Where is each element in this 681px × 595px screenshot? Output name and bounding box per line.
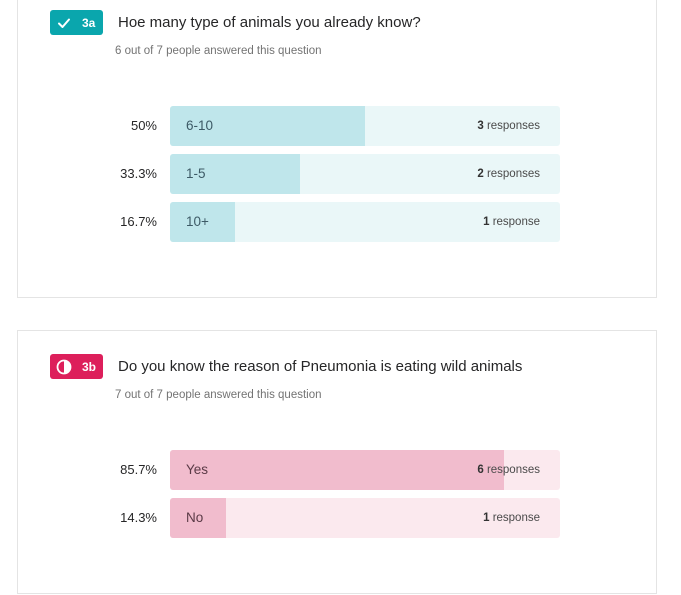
answer-row: 33.3% 1-5 2 responses <box>18 154 658 194</box>
answer-label: No <box>186 510 204 525</box>
answer-percent: 85.7% <box>120 462 157 477</box>
question-title: Do you know the reason of Pneumonia is e… <box>118 358 523 375</box>
answer-bar-fill <box>170 154 300 194</box>
answer-bar-fill <box>170 106 365 146</box>
answer-row: 14.3% No 1 response <box>18 498 658 538</box>
check-icon <box>52 10 76 35</box>
answer-bar-fill <box>170 498 226 538</box>
half-circle-icon <box>52 354 76 379</box>
answer-percent: 16.7% <box>120 214 157 229</box>
question-card-3b: 3b Do you know the reason of Pneumonia i… <box>17 330 657 594</box>
answer-label: Yes <box>186 462 209 477</box>
answer-bar: Yes 6 responses <box>170 450 560 490</box>
answer-label: 1-5 <box>186 166 206 181</box>
answer-bar: 6-10 3 responses <box>170 106 560 146</box>
response-count: 6 responses <box>477 464 540 476</box>
answered-count: 7 out of 7 people answered this question <box>115 389 322 401</box>
answer-percent: 14.3% <box>120 510 157 525</box>
question-title: Hoe many type of animals you already kno… <box>118 14 421 31</box>
question-badge: 3a <box>50 10 103 35</box>
answer-row: 85.7% Yes 6 responses <box>18 450 658 490</box>
answer-bar-fill <box>170 450 505 490</box>
answer-percent: 50% <box>130 118 157 133</box>
answer-row: 16.7% 10+ 1 response <box>18 202 658 242</box>
response-count: 3 responses <box>477 120 540 132</box>
question-number: 3a <box>82 15 96 30</box>
question-card-3a: 3a Hoe many type of animals you already … <box>17 0 657 298</box>
answer-bar: 10+ 1 response <box>170 202 560 242</box>
response-count: 1 response <box>483 512 540 524</box>
answered-count: 6 out of 7 people answered this question <box>115 45 322 57</box>
response-count: 1 response <box>483 216 540 228</box>
answer-bar: No 1 response <box>170 498 560 538</box>
response-count: 2 responses <box>477 168 540 180</box>
answer-row: 50% 6-10 3 responses <box>18 106 658 146</box>
answer-bar-fill <box>170 202 236 242</box>
question-badge: 3b <box>50 354 103 379</box>
answer-percent: 33.3% <box>120 166 157 181</box>
answer-label: 10+ <box>186 214 209 229</box>
question-number: 3b <box>82 359 97 374</box>
answer-label: 6-10 <box>186 118 214 133</box>
answer-bar: 1-5 2 responses <box>170 154 560 194</box>
